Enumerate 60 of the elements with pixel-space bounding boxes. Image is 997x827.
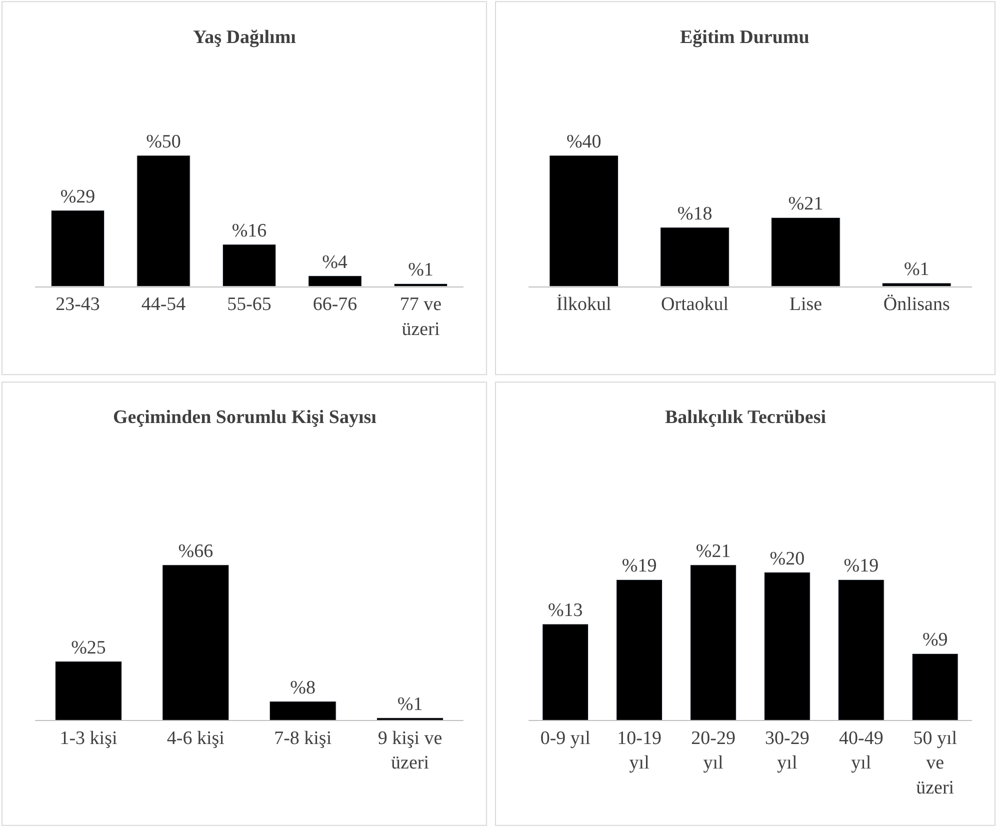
data-label: %1 [397,694,423,715]
data-label: %4 [322,252,348,273]
bar [660,227,730,286]
data-label: %29 [60,186,96,208]
data-label: %1 [408,260,434,281]
data-label: %19 [622,556,657,577]
x-tick-label: 9 kişi ve üzeri [378,728,442,774]
x-tick-label: 55-65 [227,294,272,316]
bar [222,244,276,286]
bar [912,653,958,720]
data-label: %13 [548,600,583,622]
x-tick-label: 1-3 kişi [60,728,118,750]
x-tick-label: 0-9 yıl [540,728,590,750]
x-tick-label: 20-29 yıl [691,728,736,774]
x-tick-label: Lise [789,294,822,316]
data-label: %21 [788,194,824,215]
chart-title: Yaş Dağılımı [193,27,296,48]
x-tick-label: 40-49 yıl [838,728,884,774]
bar [269,701,336,720]
x-tick-label: 50 yıl ve üzeri [913,728,958,798]
bar [162,564,230,720]
data-label: %66 [178,540,214,562]
data-label: %18 [677,203,712,224]
bar [542,624,589,720]
bar [771,217,840,286]
bar [838,579,884,720]
data-label: %21 [696,540,731,562]
x-tick-label: 66-76 [312,294,358,316]
data-label: %8 [290,677,316,698]
bar [549,155,618,286]
bar [690,564,736,720]
x-tick-label: 7-8 kişi [274,728,332,750]
x-tick-label: 10-19 yıl [617,728,662,774]
bar [50,210,105,286]
data-label: %1 [904,259,930,280]
x-tick-label: 44-54 [141,294,186,316]
x-tick-label: 4-6 kişi [166,728,224,750]
bar [882,282,952,286]
x-tick-label: 30-29 yıl [765,728,810,774]
x-tick-label: Önlisans [883,294,950,316]
data-label: %20 [770,548,805,570]
bar [136,155,190,286]
x-tick-label: 23-43 [56,294,100,316]
data-label: %16 [232,220,267,242]
data-label: %9 [922,630,948,651]
bar [376,718,444,720]
bar [55,661,122,720]
x-tick-label: 77 ve üzeri [400,294,442,340]
bar [764,572,810,720]
chart-title: Balıkçılık Tecrübesi [665,407,826,428]
bar [616,579,662,720]
chart-title: Geçiminden Sorumlu Kişi Sayısı [113,407,376,428]
x-tick-label: Ortaokul [661,294,729,316]
data-label: %19 [844,556,879,577]
data-label: %40 [566,131,602,152]
data-label: %50 [146,131,181,152]
chart-title: Eğitim Durumu [680,27,810,48]
bar [308,276,362,286]
x-tick-label: İlkokul [556,294,612,316]
data-label: %25 [71,637,106,658]
